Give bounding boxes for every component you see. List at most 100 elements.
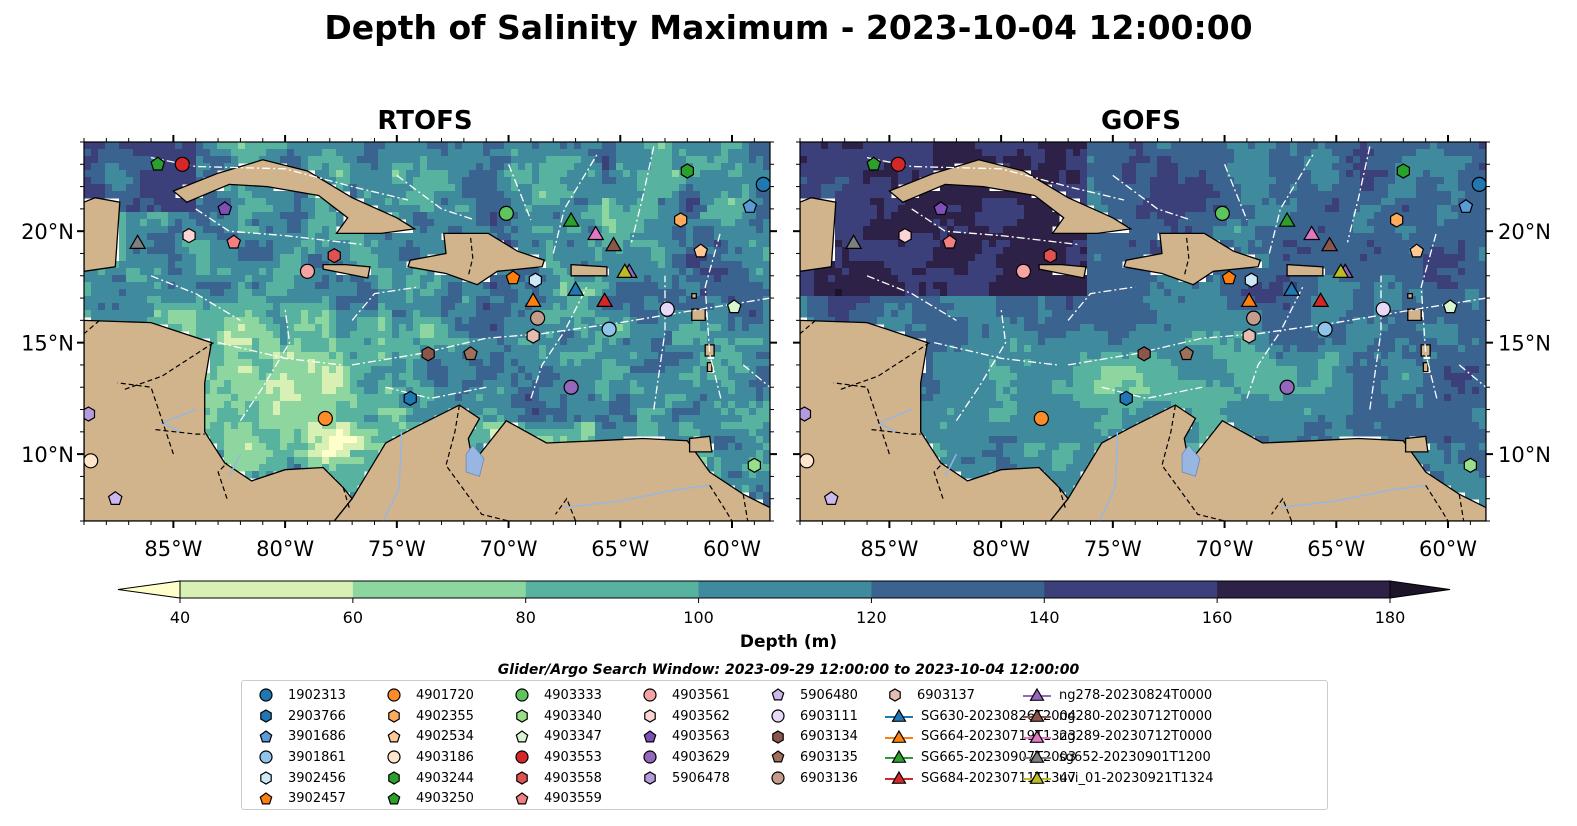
marker-6903134[interactable] [1137, 346, 1151, 362]
marker-4901720[interactable] [317, 410, 333, 427]
colorbar-segment [180, 581, 354, 598]
marker-4903563[interactable] [217, 201, 233, 216]
marker-4901720[interactable] [1033, 410, 1049, 427]
marker-5906478[interactable] [798, 406, 812, 422]
marker-4903562[interactable] [898, 227, 912, 244]
marker-4902355[interactable] [1389, 212, 1404, 228]
marker-2903766[interactable] [403, 390, 417, 407]
marker-6903111[interactable] [659, 301, 675, 317]
marker-4902355[interactable] [673, 212, 688, 228]
legend-item: 4903250 [382, 788, 474, 809]
marker-SG665-20230907T2003[interactable] [1278, 211, 1296, 227]
marker-1902313[interactable] [1471, 176, 1486, 192]
legend-column: 4903561 4903562 4903563 4903629 5906478 [638, 685, 730, 788]
marker-4903340[interactable] [1463, 457, 1478, 473]
marker-3902456[interactable] [1244, 272, 1259, 288]
marker-4903558[interactable] [1043, 248, 1057, 264]
legend: 1902313 2903766 3901686 3901861 3902456 39024… [241, 680, 1328, 810]
marker-6903135[interactable] [463, 346, 478, 361]
legend-label: 6903136 [800, 770, 858, 786]
legend-label: sg652-20230901T1200 [1059, 749, 1211, 765]
marker-4903250[interactable] [150, 156, 166, 171]
marker-4903333[interactable] [498, 205, 514, 221]
marker-SG630-20230826T2004[interactable] [566, 280, 585, 296]
panel-title-gofs: GOFS [1101, 106, 1181, 136]
legend-label: 2903766 [288, 708, 346, 724]
marker-4903186[interactable] [84, 453, 99, 469]
marker-3902457[interactable] [1221, 270, 1237, 285]
marker-1902313[interactable] [755, 176, 770, 192]
marker-3901861[interactable] [1317, 321, 1333, 337]
marker-SG630-20230826T2004[interactable] [1282, 280, 1301, 296]
marker-2903766[interactable] [1119, 390, 1133, 407]
marker-4903562[interactable] [182, 227, 196, 244]
marker-sg652-20230901T1200[interactable] [845, 234, 863, 249]
lon-tick-label: 60°W [1419, 537, 1477, 561]
marker-6903137[interactable] [526, 328, 540, 344]
marker-SG684-20230711T1347[interactable] [596, 292, 614, 307]
marker-6903111[interactable] [1375, 301, 1391, 317]
marker-6903136[interactable] [530, 310, 546, 326]
marker-4903561[interactable] [299, 263, 316, 279]
marker-4903340[interactable] [747, 457, 762, 473]
lake [465, 444, 485, 477]
marker-4903347[interactable] [1442, 299, 1458, 314]
marker-3902457[interactable] [505, 270, 521, 285]
marker-6903135[interactable] [1179, 346, 1194, 361]
marker-3901861[interactable] [601, 321, 617, 337]
marker-4903561[interactable] [1015, 263, 1032, 279]
marker-4903559[interactable] [226, 234, 242, 249]
legend-item: sg652-20230901T1200 [1021, 747, 1213, 768]
gofs-map-panel[interactable]: 85°W 80°W 75°W 70°W 65°W 60°W 10°N 15°N 20°N [793, 135, 1551, 561]
marker-3901686[interactable] [1458, 198, 1474, 213]
marker-3901686[interactable] [742, 198, 758, 213]
legend-item: 4903244 [382, 768, 474, 789]
marker-4903244[interactable] [1396, 163, 1411, 179]
legend-column: 5906480 6903111 6903134 6903135 6903136 [766, 685, 858, 788]
marker-sg652-20230901T1200[interactable] [129, 234, 147, 249]
marker-4903244[interactable] [680, 163, 695, 179]
marker-3902456[interactable] [528, 272, 543, 288]
marker-ng289-20230712T0000[interactable] [1303, 225, 1321, 241]
legend-label: 4903553 [544, 749, 602, 765]
country-border [1271, 497, 1293, 521]
legend-swatch [387, 750, 401, 765]
marker-ng289-20230712T0000[interactable] [587, 225, 605, 241]
marker-6903137[interactable] [1242, 328, 1256, 344]
marker-SG664-20230719T1323[interactable] [524, 292, 542, 307]
colorbar-segment [1044, 581, 1218, 598]
marker-4903558[interactable] [327, 248, 341, 264]
marker-ng280-20230712T0000[interactable] [1320, 236, 1339, 252]
marker-uvi_01-20230921T1324[interactable] [1332, 263, 1350, 278]
marker-SG664-20230719T1323[interactable] [1240, 292, 1258, 307]
country-border [742, 494, 749, 521]
river [944, 453, 958, 477]
marker-4903629[interactable] [563, 379, 579, 395]
marker-4903186[interactable] [800, 453, 815, 469]
marker-4903250[interactable] [866, 156, 882, 171]
marker-4902534[interactable] [1409, 243, 1425, 258]
legend-item: 4903629 [638, 747, 730, 768]
marker-ng280-20230712T0000[interactable] [604, 236, 623, 252]
marker-4903553[interactable] [174, 156, 190, 172]
marker-4903347[interactable] [726, 299, 742, 314]
marker-4903553[interactable] [890, 156, 906, 172]
eez-boundary [630, 146, 655, 243]
marker-4903563[interactable] [933, 201, 949, 216]
legend-item: 6903111 [766, 706, 858, 727]
marker-6903136[interactable] [1246, 310, 1262, 326]
marker-5906478[interactable] [82, 406, 96, 422]
marker-6903134[interactable] [421, 346, 435, 362]
marker-uvi_01-20230921T1324[interactable] [616, 263, 634, 278]
marker-5906480[interactable] [823, 490, 839, 505]
marker-4903629[interactable] [1279, 379, 1295, 395]
marker-SG684-20230711T1347[interactable] [1312, 292, 1330, 307]
marker-4902534[interactable] [693, 243, 709, 258]
rtofs-map-panel[interactable]: 85°W 80°W 75°W 70°W 65°W 60°W 10°N 15°N 20°N [21, 135, 777, 561]
marker-4903333[interactable] [1214, 205, 1230, 221]
marker-4903559[interactable] [942, 234, 958, 249]
marker-5906480[interactable] [107, 490, 123, 505]
legend-label: 6903135 [800, 749, 858, 765]
marker-SG665-20230907T2003[interactable] [562, 211, 580, 227]
colorbar-tick-label: 140 [1029, 608, 1060, 627]
